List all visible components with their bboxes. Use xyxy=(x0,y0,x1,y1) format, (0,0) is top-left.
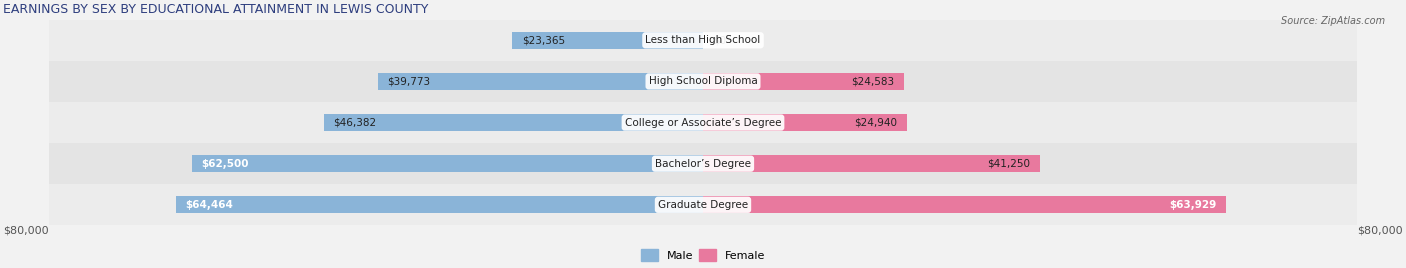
Text: Bachelor’s Degree: Bachelor’s Degree xyxy=(655,159,751,169)
Text: $80,000: $80,000 xyxy=(3,225,48,235)
Bar xyxy=(703,196,1226,213)
Bar xyxy=(703,114,907,131)
Bar xyxy=(49,143,1357,184)
Bar xyxy=(703,73,904,90)
Text: $39,773: $39,773 xyxy=(388,76,430,86)
Text: $24,940: $24,940 xyxy=(855,118,897,128)
Bar xyxy=(512,32,703,49)
Text: $41,250: $41,250 xyxy=(987,159,1031,169)
Bar xyxy=(703,155,1040,172)
Text: $0: $0 xyxy=(713,35,725,45)
Text: $63,929: $63,929 xyxy=(1168,200,1216,210)
Text: $24,583: $24,583 xyxy=(851,76,894,86)
Text: Graduate Degree: Graduate Degree xyxy=(658,200,748,210)
Bar xyxy=(191,155,703,172)
Text: $46,382: $46,382 xyxy=(333,118,377,128)
Text: $62,500: $62,500 xyxy=(201,159,249,169)
Text: High School Diploma: High School Diploma xyxy=(648,76,758,86)
Text: $23,365: $23,365 xyxy=(522,35,565,45)
Bar xyxy=(176,196,703,213)
Bar xyxy=(378,73,703,90)
Text: $64,464: $64,464 xyxy=(186,200,233,210)
Text: Less than High School: Less than High School xyxy=(645,35,761,45)
Bar xyxy=(49,102,1357,143)
Bar xyxy=(49,61,1357,102)
Bar xyxy=(49,20,1357,61)
Text: Source: ZipAtlas.com: Source: ZipAtlas.com xyxy=(1281,16,1385,26)
Text: EARNINGS BY SEX BY EDUCATIONAL ATTAINMENT IN LEWIS COUNTY: EARNINGS BY SEX BY EDUCATIONAL ATTAINMEN… xyxy=(3,3,429,16)
Bar xyxy=(323,114,703,131)
Text: College or Associate’s Degree: College or Associate’s Degree xyxy=(624,118,782,128)
Bar xyxy=(49,184,1357,225)
Legend: Male, Female: Male, Female xyxy=(637,245,769,265)
Text: $80,000: $80,000 xyxy=(1358,225,1403,235)
